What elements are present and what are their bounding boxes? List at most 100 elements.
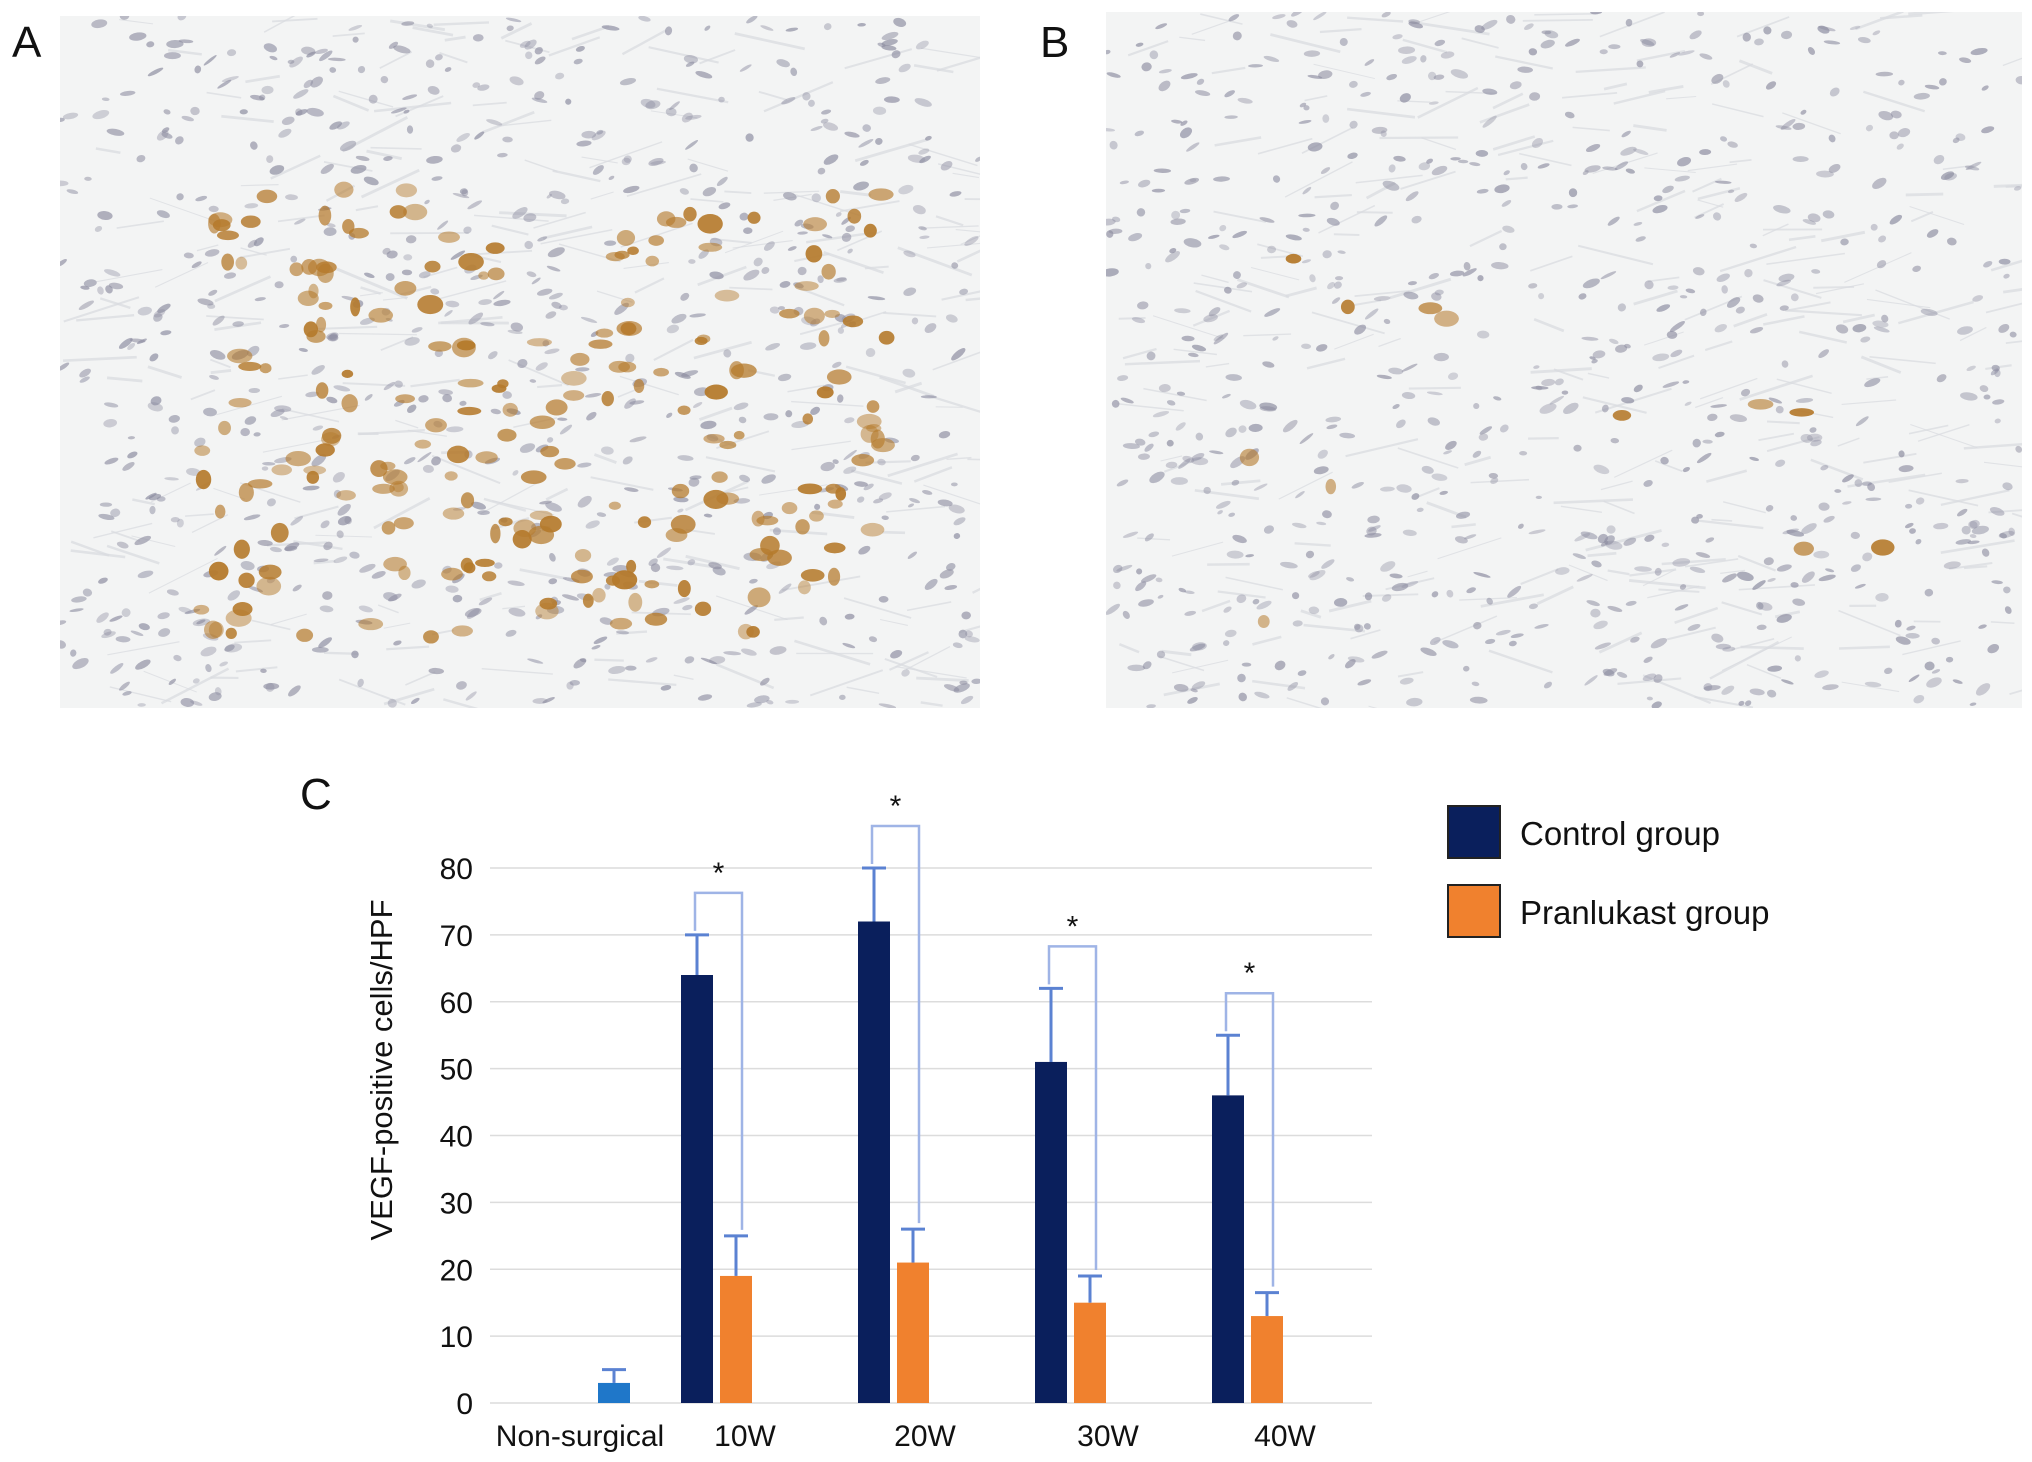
cell-nucleus xyxy=(1781,679,1794,685)
cell-nucleus xyxy=(106,128,125,136)
stained-cell xyxy=(395,183,418,198)
cell-nucleus xyxy=(243,514,261,521)
cell-nucleus xyxy=(1720,136,1728,142)
stained-cell xyxy=(683,206,697,222)
cell-nucleus xyxy=(822,122,839,131)
fiber-strand xyxy=(355,205,379,212)
cell-nucleus xyxy=(97,211,113,221)
cell-nucleus xyxy=(1318,70,1333,79)
fiber-strand xyxy=(1284,161,1353,198)
cell-nucleus xyxy=(875,77,891,84)
cell-nucleus xyxy=(673,496,689,503)
cell-nucleus xyxy=(549,553,556,562)
cell-nucleus xyxy=(383,156,393,161)
cell-nucleus xyxy=(1807,213,1821,223)
cell-nucleus xyxy=(406,404,417,413)
fiber-strand xyxy=(1171,541,1224,557)
cell-nucleus xyxy=(1689,30,1702,40)
fiber-strand xyxy=(1844,252,1912,283)
cell-nucleus xyxy=(616,630,630,635)
cell-nucleus xyxy=(195,195,208,202)
cell-nucleus xyxy=(1176,391,1186,396)
stained-cell xyxy=(698,242,723,252)
cell-nucleus xyxy=(1582,278,1600,289)
cell-nucleus xyxy=(763,241,775,251)
cell-nucleus xyxy=(1633,221,1643,226)
cell-nucleus xyxy=(1482,88,1498,95)
cell-nucleus xyxy=(1594,642,1611,650)
cell-nucleus xyxy=(1219,244,1230,251)
stained-cell xyxy=(389,205,407,219)
cell-nucleus xyxy=(1734,192,1748,202)
stained-cell xyxy=(228,398,252,408)
cell-nucleus xyxy=(1248,64,1263,68)
cell-nucleus xyxy=(685,114,702,120)
cell-nucleus xyxy=(78,300,94,310)
cell-nucleus xyxy=(1551,204,1563,210)
stained-cell xyxy=(605,575,620,586)
cell-nucleus xyxy=(509,76,524,86)
fiber-strand xyxy=(589,141,663,169)
cell-nucleus xyxy=(445,585,459,593)
cell-nucleus xyxy=(1989,507,2005,516)
fiber-strand xyxy=(698,406,733,422)
cell-nucleus xyxy=(599,617,613,625)
fiber-strand xyxy=(480,479,544,515)
stained-cell xyxy=(322,427,342,444)
cell-nucleus xyxy=(1714,180,1732,184)
cell-nucleus xyxy=(418,395,429,403)
cell-nucleus xyxy=(1535,385,1543,391)
cell-nucleus xyxy=(261,466,269,471)
cell-nucleus xyxy=(104,457,119,465)
cell-nucleus xyxy=(857,23,866,27)
fiber-strand xyxy=(843,597,912,619)
cell-nucleus xyxy=(1898,465,1914,473)
cell-nucleus xyxy=(1862,552,1873,562)
cell-nucleus xyxy=(700,420,717,430)
cell-nucleus xyxy=(544,348,560,355)
fiber-strand xyxy=(110,530,141,542)
cell-nucleus xyxy=(472,34,484,42)
fiber-strand xyxy=(882,530,906,535)
fiber-strand xyxy=(732,239,793,249)
fiber-strand xyxy=(1530,255,1573,272)
cell-nucleus xyxy=(881,31,899,41)
cell-nucleus xyxy=(1651,701,1662,708)
fiber-strand xyxy=(107,641,180,656)
cell-nucleus xyxy=(1630,636,1640,643)
cell-nucleus xyxy=(1259,217,1275,223)
fiber-strand xyxy=(854,138,928,163)
cell-nucleus xyxy=(1179,208,1191,214)
cell-nucleus xyxy=(1606,525,1616,534)
cell-nucleus xyxy=(971,678,980,685)
stained-cell xyxy=(644,612,668,626)
fiber-strand xyxy=(1270,33,1341,54)
cell-nucleus xyxy=(1727,141,1738,148)
cell-nucleus xyxy=(1317,449,1328,459)
stained-cell xyxy=(637,516,652,528)
fiber-strand xyxy=(1389,277,1452,300)
cell-nucleus xyxy=(619,78,637,86)
fiber-strand xyxy=(1534,12,1598,16)
cell-nucleus xyxy=(336,530,344,539)
stained-cell xyxy=(760,535,780,556)
stained-cell xyxy=(285,450,311,467)
cell-nucleus xyxy=(147,402,163,412)
cell-nucleus xyxy=(287,59,295,64)
cell-nucleus xyxy=(1433,352,1449,362)
cell-nucleus xyxy=(638,16,651,22)
stained-cell xyxy=(730,363,757,378)
fiber-strand xyxy=(278,374,308,380)
cell-nucleus xyxy=(426,23,434,29)
cell-nucleus xyxy=(1806,433,1823,442)
cell-nucleus xyxy=(1936,374,1947,383)
cell-nucleus xyxy=(120,90,136,96)
cell-nucleus xyxy=(444,310,453,317)
fiber-strand xyxy=(1776,378,1832,395)
cell-nucleus xyxy=(1474,25,1485,33)
cell-nucleus xyxy=(622,456,633,465)
fiber-strand xyxy=(937,163,980,175)
fiber-strand xyxy=(844,48,913,70)
cell-nucleus xyxy=(1224,90,1235,98)
cell-nucleus xyxy=(176,193,184,201)
